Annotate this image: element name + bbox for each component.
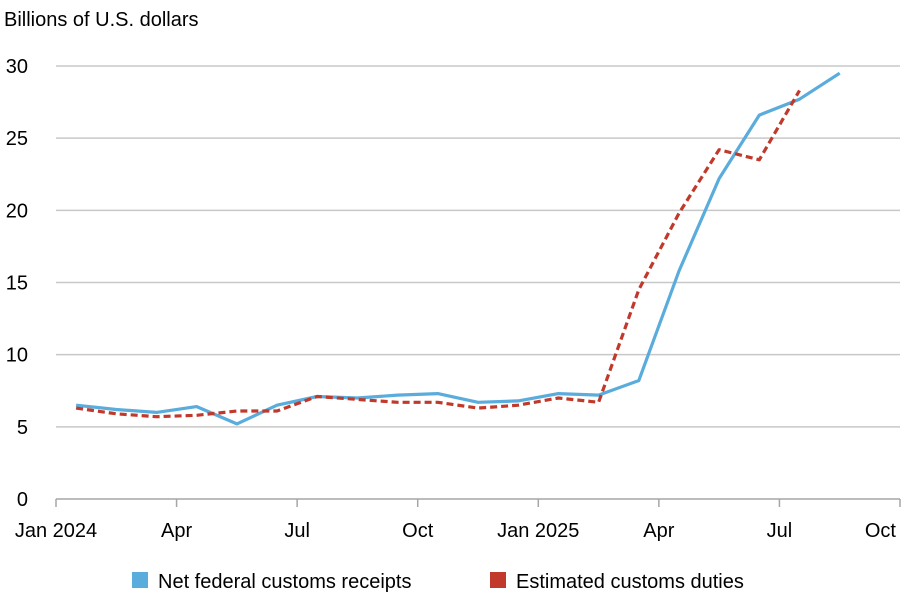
x-tick-label: Oct: [402, 520, 434, 542]
legend: Net federal customs receipts Estimated cu…: [132, 571, 744, 593]
y-tick-label: 25: [6, 128, 28, 150]
legend-swatch: [132, 572, 148, 588]
y-axis-label: Billions of U.S. dollars: [4, 9, 199, 31]
y-tick-label: 10: [6, 345, 28, 367]
x-tick-label: Oct: [865, 520, 897, 542]
y-tick-label: 5: [17, 417, 28, 439]
x-axis: Jan 2024 Apr Jul Oct Jan 2025 Apr Jul Oct: [15, 498, 901, 542]
series-line-estimated-duties: [75, 89, 801, 419]
legend-label: Net federal customs receipts: [158, 571, 411, 593]
series-layer: [75, 71, 841, 426]
x-tick-label: Jul: [284, 520, 310, 542]
y-axis: 0 5 10 15 20 25 30: [6, 56, 28, 511]
x-tick-label: Apr: [643, 520, 674, 542]
legend-swatch: [490, 572, 506, 588]
x-tick-label: Jan 2024: [15, 520, 97, 542]
legend-label: Estimated customs duties: [516, 571, 744, 593]
y-tick-label: 20: [6, 200, 28, 222]
gridlines: [56, 65, 900, 428]
y-tick-label: 0: [17, 489, 28, 511]
y-tick-label: 15: [6, 273, 28, 295]
x-tick-label: Apr: [161, 520, 192, 542]
y-tick-label: 30: [6, 56, 28, 78]
x-tick-label: Jul: [767, 520, 793, 542]
series-line-net-receipts: [75, 71, 841, 426]
x-tick-label: Jan 2025: [497, 520, 579, 542]
